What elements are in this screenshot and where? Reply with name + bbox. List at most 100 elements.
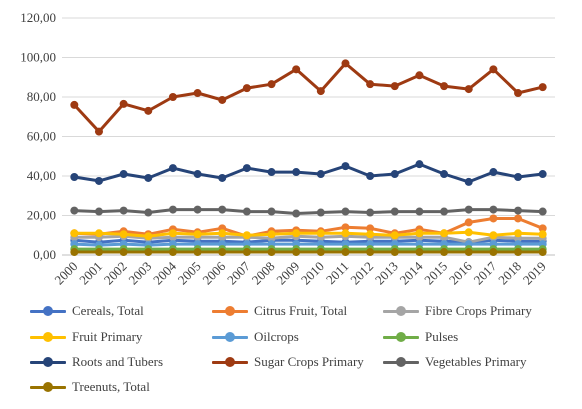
data-point bbox=[144, 248, 153, 257]
data-point bbox=[489, 248, 498, 257]
series-line bbox=[72, 162, 545, 184]
data-point bbox=[514, 248, 523, 257]
x-tick-label: 2009 bbox=[273, 259, 302, 288]
data-point bbox=[218, 95, 227, 104]
data-point bbox=[119, 230, 128, 239]
data-point bbox=[390, 82, 399, 91]
legend-label: Vegetables Primary bbox=[425, 354, 527, 369]
legend-label: Cereals, Total bbox=[72, 303, 144, 318]
legend-item-pulses: Pulses bbox=[383, 328, 458, 346]
data-point bbox=[514, 206, 523, 215]
data-point bbox=[440, 170, 449, 179]
data-point bbox=[316, 248, 325, 257]
data-point bbox=[292, 209, 301, 218]
series-line bbox=[72, 208, 545, 215]
data-point bbox=[267, 230, 276, 239]
data-point bbox=[390, 248, 399, 257]
x-tick-label: 2001 bbox=[76, 259, 105, 288]
data-point bbox=[193, 230, 202, 239]
series-treenuts-total bbox=[70, 248, 547, 257]
data-point bbox=[464, 205, 473, 214]
data-point bbox=[341, 59, 350, 68]
data-point bbox=[390, 170, 399, 179]
data-point bbox=[366, 248, 375, 257]
x-tick-label: 2019 bbox=[520, 259, 549, 288]
x-tick-label: 2015 bbox=[421, 259, 450, 288]
data-point bbox=[440, 82, 449, 91]
legend-swatch bbox=[30, 330, 66, 344]
x-tick-label: 2017 bbox=[471, 258, 500, 287]
data-point bbox=[366, 172, 375, 180]
data-point bbox=[193, 89, 202, 98]
data-point bbox=[267, 207, 276, 216]
data-point bbox=[440, 207, 449, 216]
data-point bbox=[242, 231, 251, 240]
data-point bbox=[70, 206, 79, 215]
x-tick-label: 2000 bbox=[51, 259, 80, 288]
data-point bbox=[119, 99, 128, 108]
data-point bbox=[70, 100, 79, 109]
data-point bbox=[193, 205, 202, 214]
legend-swatch-marker bbox=[43, 382, 53, 392]
data-point bbox=[341, 248, 350, 257]
y-tick-label: 0,00 bbox=[33, 247, 56, 262]
y-tick-label: 60,00 bbox=[27, 129, 56, 144]
data-point bbox=[341, 229, 350, 238]
series-line bbox=[72, 230, 545, 238]
data-point bbox=[267, 248, 276, 257]
data-point bbox=[415, 160, 424, 169]
data-point bbox=[415, 248, 424, 257]
data-point bbox=[267, 168, 276, 177]
series-line bbox=[72, 61, 545, 134]
x-tick-label: 2006 bbox=[199, 258, 228, 287]
data-point bbox=[415, 207, 424, 216]
data-point bbox=[440, 229, 449, 238]
legend-label: Roots and Tubers bbox=[72, 354, 164, 369]
data-point bbox=[168, 93, 177, 101]
x-tick-label: 2004 bbox=[150, 258, 179, 287]
legend-label: Treenuts, Total bbox=[72, 379, 150, 394]
x-tick-label: 2007 bbox=[224, 258, 253, 287]
data-point bbox=[514, 89, 523, 98]
legend-item-treenuts-total: Treenuts, Total bbox=[30, 378, 150, 396]
data-point bbox=[168, 229, 177, 238]
data-point bbox=[94, 229, 103, 238]
x-axis: 2000200120022003200420052006200720082009… bbox=[51, 258, 548, 287]
data-point bbox=[218, 173, 227, 182]
legend-swatch-marker bbox=[396, 357, 406, 367]
data-point bbox=[514, 214, 523, 223]
data-point bbox=[341, 207, 350, 216]
data-point bbox=[168, 205, 177, 214]
data-point bbox=[144, 232, 153, 241]
legend-label: Fruit Primary bbox=[72, 329, 143, 344]
series-sugar-crops-primary bbox=[70, 59, 547, 136]
data-point bbox=[390, 207, 399, 216]
data-point bbox=[292, 229, 301, 238]
legend-label: Oilcrops bbox=[254, 329, 299, 344]
legend-label: Fibre Crops Primary bbox=[425, 303, 532, 318]
data-point bbox=[489, 214, 498, 223]
data-point bbox=[242, 164, 251, 173]
y-tick-label: 20,00 bbox=[27, 208, 56, 223]
series-roots-and-tubers bbox=[70, 160, 547, 186]
data-point bbox=[464, 218, 473, 227]
legend-item-vegetables-primary: Vegetables Primary bbox=[383, 353, 526, 371]
data-point bbox=[316, 170, 325, 179]
data-point bbox=[538, 248, 547, 257]
data-point bbox=[193, 248, 202, 257]
y-tick-label: 100,00 bbox=[20, 50, 56, 65]
data-point bbox=[464, 85, 473, 94]
series-fruit-primary bbox=[70, 228, 547, 241]
data-point bbox=[70, 229, 79, 238]
data-point bbox=[94, 176, 103, 185]
legend-item-fruit-primary: Fruit Primary bbox=[30, 328, 142, 346]
x-tick-label: 2014 bbox=[397, 258, 426, 287]
data-point bbox=[390, 231, 399, 240]
data-point bbox=[292, 65, 301, 74]
legend-item-oilcrops: Oilcrops bbox=[212, 328, 299, 346]
legend-swatch-marker bbox=[43, 306, 53, 316]
x-tick-label: 2013 bbox=[372, 259, 401, 288]
data-point bbox=[489, 231, 498, 240]
